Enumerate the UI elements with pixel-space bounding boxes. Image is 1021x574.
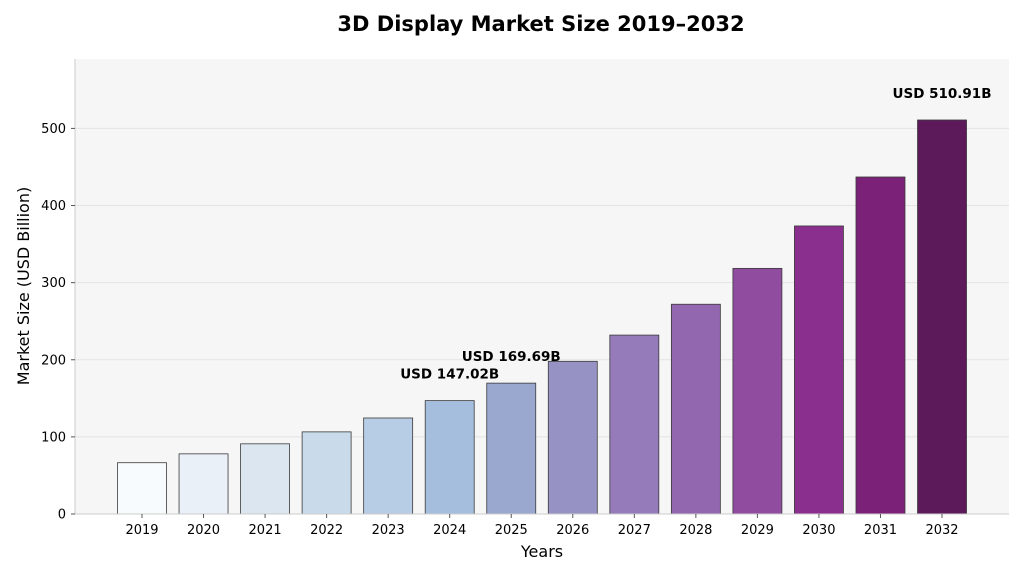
bar-2028 bbox=[670, 303, 721, 515]
data-label-2024: USD 147.02B bbox=[400, 367, 499, 383]
y-tick-label: 300 bbox=[41, 276, 66, 291]
x-tick-label: 2029 bbox=[741, 523, 774, 538]
x-tick-label: 2019 bbox=[125, 523, 158, 538]
data-label-2032: USD 510.91B bbox=[893, 86, 992, 102]
plot-area bbox=[75, 59, 1009, 514]
x-tick-label: 2025 bbox=[495, 523, 528, 538]
bar-2027 bbox=[609, 334, 660, 515]
x-tick-label: 2030 bbox=[802, 523, 835, 538]
x-axis-label: Years bbox=[520, 542, 563, 561]
bar-2032 bbox=[917, 119, 967, 515]
y-axis-label: Market Size (USD Billion) bbox=[14, 187, 33, 385]
gridlines bbox=[75, 127, 1009, 438]
x-tick-label: 2024 bbox=[433, 523, 466, 538]
bar-2023 bbox=[363, 417, 414, 515]
bar-2022 bbox=[301, 431, 352, 515]
bar-2030 bbox=[794, 225, 844, 515]
bars-group bbox=[117, 119, 967, 515]
bar-2025 bbox=[486, 382, 537, 515]
bar-2021 bbox=[240, 443, 290, 515]
y-tick-labels: 0 100 200 300 400 500 bbox=[41, 122, 75, 523]
x-tick-label: 2028 bbox=[679, 523, 712, 538]
x-tick-label: 2027 bbox=[618, 523, 651, 538]
x-tick-label: 2022 bbox=[310, 523, 343, 538]
y-tick-label: 0 bbox=[58, 508, 66, 523]
axes-group bbox=[74, 59, 1009, 515]
x-tick-label: 2021 bbox=[249, 523, 282, 538]
bar-2026 bbox=[547, 360, 598, 515]
data-labels: USD 147.02B USD 169.69B USD 510.91B bbox=[400, 86, 991, 383]
y-tick-label: 400 bbox=[41, 199, 66, 214]
data-label-2025: USD 169.69B bbox=[462, 349, 561, 365]
y-tick-label: 500 bbox=[41, 122, 66, 137]
x-tick-label: 2031 bbox=[864, 523, 897, 538]
bar-2031 bbox=[855, 176, 906, 515]
x-tick-labels: 2019 2020 2021 2022 2023 2024 2025 2026 2027 2028… bbox=[125, 514, 959, 538]
bar-2029 bbox=[732, 267, 783, 515]
x-tick-label: 2023 bbox=[372, 523, 405, 538]
bar-2020 bbox=[178, 453, 229, 515]
bar-2024 bbox=[424, 400, 475, 515]
chart-title: 3D Display Market Size 2019–2032 bbox=[337, 12, 744, 36]
bar-2019 bbox=[117, 462, 167, 515]
y-tick-label: 200 bbox=[41, 353, 66, 368]
y-tick-label: 100 bbox=[41, 430, 66, 445]
x-tick-label: 2020 bbox=[187, 523, 220, 538]
x-tick-label: 2026 bbox=[556, 523, 589, 538]
x-tick-label: 2032 bbox=[925, 523, 958, 538]
